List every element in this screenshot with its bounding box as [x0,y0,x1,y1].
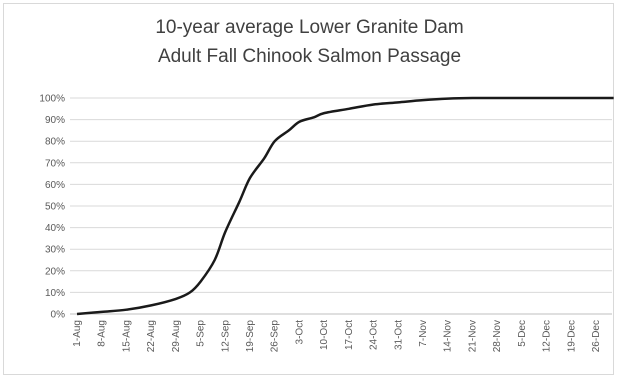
y-tick-label: 100% [39,94,65,105]
x-tick-label: 12-Dec [542,320,553,352]
x-tick-label: 1-Aug [72,320,83,347]
x-tick-label: 8-Aug [97,320,108,347]
x-tick-label: 19-Dec [566,320,577,352]
chart-title: 10-year average Lower Granite Dam [155,17,464,38]
series-line [76,96,614,316]
chart-frame [3,3,614,375]
y-tick-label: 40% [45,223,65,234]
y-tick-label: 60% [45,180,65,191]
y-tick-label: 90% [45,115,65,126]
x-tick-label: 26-Dec [591,320,602,352]
y-tick-label: 20% [45,266,65,277]
x-tick-label: 31-Oct [393,320,404,350]
x-tick-label: 7-Nov [418,320,429,347]
y-tick-label: 10% [45,288,65,299]
y-tick-label: 0% [51,310,66,321]
x-tick-label: 10-Oct [319,320,330,350]
x-tick-label: 3-Oct [294,320,305,345]
y-axis-ticks: 0% 10% 20% 30% 40% 50% 60% 70% 80% 90% 100% [39,94,65,321]
y-tick-label: 30% [45,245,65,256]
x-tick-label: 26-Sep [270,320,281,353]
x-tick-label: 21-Nov [467,320,478,352]
x-tick-label: 12-Sep [220,320,231,353]
x-tick-label: 22-Aug [146,320,157,352]
x-tick-label: 24-Oct [369,320,380,350]
x-tick-label: 14-Nov [443,320,454,352]
chart-subtitle: Adult Fall Chinook Salmon Passage [157,46,462,67]
y-tick-label: 80% [45,137,65,148]
x-tick-label: 15-Aug [121,320,132,352]
gridlines [70,97,612,315]
series-group [76,96,614,316]
x-tick-label: 28-Nov [492,320,503,352]
x-tick-label: 5-Sep [196,320,207,347]
x-tick-label: 29-Aug [171,320,182,352]
y-tick-label: 70% [45,158,65,169]
x-tick-label: 17-Oct [344,320,355,350]
x-axis-ticks: 1-Aug 8-Aug 15-Aug 22-Aug 29-Aug 5-Sep 12-Sep 1… [72,320,602,353]
x-tick-label: 19-Sep [245,320,256,353]
y-tick-label: 50% [45,202,65,213]
x-tick-label: 5-Dec [517,320,528,347]
